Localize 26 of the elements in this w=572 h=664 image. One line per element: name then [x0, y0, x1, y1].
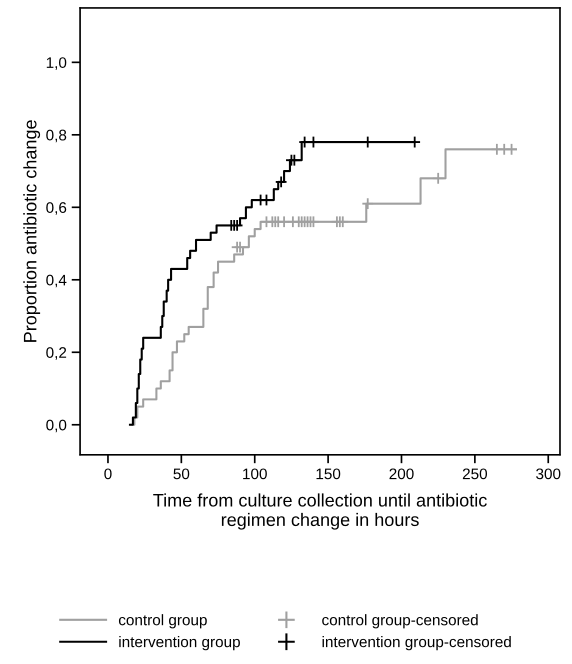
x-tick-label: 150: [316, 468, 340, 480]
point: [288, 154, 301, 166]
y-tick-label: 0,0: [46, 420, 66, 432]
point: [274, 176, 288, 188]
legend-label: control group-censored: [322, 614, 478, 628]
x-axis-title: Time from culture collection until antibiotic regimen change in hours: [153, 493, 487, 530]
point: [505, 143, 518, 156]
y-tick-label: 0,4: [46, 274, 66, 288]
x-tick-label: 250: [462, 468, 488, 480]
x-tick-label: 300: [536, 468, 560, 480]
legend-label: intervention group-censored: [322, 636, 511, 650]
x-tick-label: 200: [390, 468, 414, 480]
legend-label: intervention group: [119, 636, 240, 650]
y-tick-label: 0,2: [46, 347, 66, 360]
point: [361, 197, 374, 210]
point: [432, 172, 444, 185]
x-tick-label: 50: [173, 468, 190, 480]
x-tick-label: 0: [104, 468, 112, 480]
y-axis-title: Proportion antibiotic change: [23, 120, 40, 342]
point: [234, 240, 246, 254]
legend-label: control group: [118, 614, 207, 628]
y-tick-label: 1,0: [46, 57, 66, 70]
y-tick-label: 0,8: [46, 130, 66, 142]
y-tick-label: 0,6: [46, 202, 66, 215]
point: [336, 216, 350, 228]
x-tick-label: 100: [243, 468, 267, 480]
